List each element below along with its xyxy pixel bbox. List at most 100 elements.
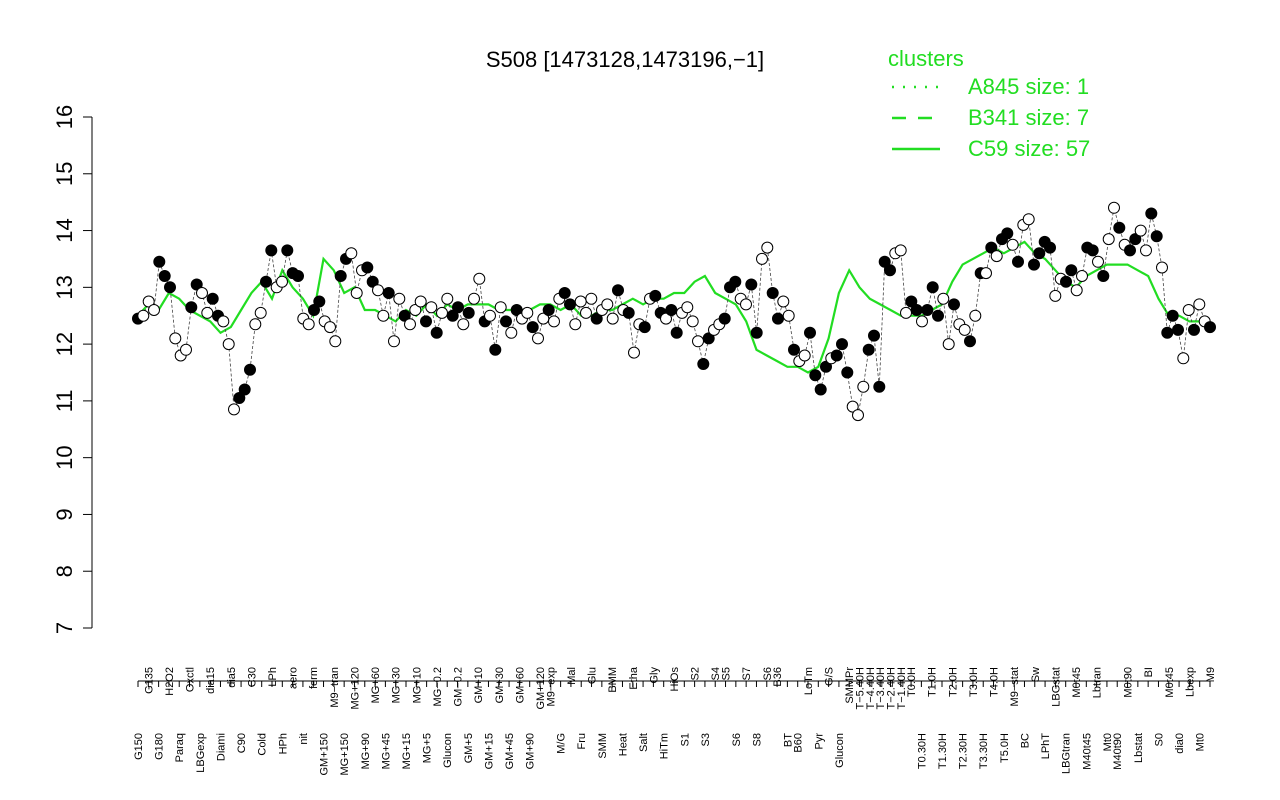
- data-point: [649, 289, 662, 302]
- data-point: [345, 247, 358, 260]
- data-point: [1124, 244, 1136, 257]
- data-point: [1092, 255, 1104, 268]
- data-point: [473, 272, 486, 285]
- data-point: [276, 275, 288, 288]
- data-point: [612, 284, 624, 297]
- x-tick-label: Diami: [215, 733, 227, 761]
- data-point: [857, 380, 870, 393]
- x-tick-label: M9−tran: [329, 667, 341, 708]
- data-point: [921, 304, 934, 316]
- x-tick-label: S6: [762, 667, 774, 680]
- x-tick-label: MG+5: [422, 733, 434, 763]
- data-point: [1108, 201, 1120, 214]
- x-tick-label: C30: [246, 667, 258, 687]
- x-tick-label: Lbstat: [1133, 733, 1145, 763]
- data-point: [1033, 247, 1046, 260]
- x-tick-label: dia15: [205, 667, 217, 694]
- data-point: [505, 326, 518, 339]
- x-tick-label: Pyr: [813, 733, 825, 750]
- data-point: [436, 306, 448, 319]
- data-point: [137, 309, 150, 322]
- data-point: [190, 278, 203, 291]
- data-point: [1129, 233, 1142, 246]
- legend-entry-label: A845 size: 1: [968, 74, 1089, 99]
- data-point: [846, 400, 859, 413]
- x-tick-label: MG+45: [380, 733, 392, 769]
- x-tick-label: T−4.40H: [865, 667, 877, 710]
- data-point: [1134, 224, 1147, 237]
- x-tick-label: dia0: [1174, 733, 1186, 754]
- data-point: [334, 270, 347, 282]
- x-tick-label: HiTm: [659, 733, 671, 759]
- data-point: [441, 292, 454, 305]
- x-tick-label: Oxctl: [185, 667, 197, 692]
- data-point: [590, 312, 603, 325]
- x-tick-label: Glucon: [834, 733, 846, 768]
- data-point: [606, 312, 619, 325]
- x-tick-label: T−5.40H: [855, 667, 867, 710]
- x-tick-label: M9: [1205, 667, 1217, 682]
- legend: clusters A845 size: 1 B341 size: 7 C59 siz…: [888, 46, 1090, 161]
- x-tick-label: Glucon: [442, 733, 454, 768]
- x-tick-label: GM+120: [535, 667, 547, 710]
- data-point: [948, 298, 960, 311]
- data-point: [180, 343, 192, 356]
- data-point: [702, 332, 715, 345]
- data-point: [1166, 309, 1179, 322]
- y-tick-label: 12: [52, 332, 77, 356]
- data-point: [804, 326, 816, 339]
- data-point: [142, 295, 155, 308]
- data-point: [185, 301, 198, 314]
- x-tick-label: S2: [690, 667, 702, 680]
- x-tick-label: HPh: [277, 733, 289, 754]
- data-point: [772, 312, 784, 325]
- data-point: [1161, 326, 1174, 339]
- x-tick-label: LBGexp: [195, 733, 207, 773]
- data-point: [1044, 241, 1056, 254]
- data-point: [420, 315, 432, 328]
- x-tick-label: M9−stat: [1009, 667, 1021, 706]
- data-point: [601, 298, 614, 311]
- legend-title: clusters: [888, 46, 964, 71]
- data-point: [201, 306, 214, 319]
- x-tick-label: MG+150: [339, 733, 351, 776]
- data-point: [1182, 304, 1195, 316]
- data-point: [489, 343, 502, 356]
- data-point: [468, 292, 480, 305]
- x-tick-label: HiOs: [669, 667, 681, 692]
- data-point: [1001, 227, 1014, 240]
- x-tick-label: Mt0: [1195, 733, 1207, 751]
- x-tick-label: Heat: [617, 733, 629, 756]
- x-tick-label: G/S: [824, 667, 836, 686]
- data-point: [382, 287, 395, 299]
- data-point: [580, 306, 592, 319]
- x-tick-label: GM+45: [504, 733, 516, 769]
- data-point: [766, 287, 779, 299]
- data-point: [638, 321, 651, 334]
- data-point: [670, 326, 683, 339]
- data-point: [222, 338, 235, 351]
- data-point: [622, 306, 635, 319]
- data-point: [484, 309, 496, 322]
- data-point: [430, 326, 443, 339]
- x-tick-label: T0.0H: [906, 667, 918, 697]
- data-point: [1028, 258, 1040, 271]
- data-point: [350, 287, 363, 299]
- x-tick-label: MG+90: [360, 733, 372, 769]
- data-point: [1193, 298, 1206, 311]
- data-point: [788, 343, 800, 356]
- x-tick-label: T1.30H: [937, 733, 949, 769]
- data-point: [206, 292, 219, 305]
- data-point: [1097, 270, 1110, 282]
- y-tick-label: 13: [52, 275, 77, 299]
- x-tick-label: BT: [782, 733, 794, 747]
- data-point: [292, 270, 304, 282]
- x-tick-label: M0t90: [1123, 667, 1135, 698]
- x-tick-label: Fru: [576, 733, 588, 750]
- data-point: [841, 366, 854, 379]
- data-point: [686, 315, 699, 328]
- data-point: [830, 349, 843, 362]
- data-point: [910, 304, 923, 316]
- data-point: [238, 383, 251, 396]
